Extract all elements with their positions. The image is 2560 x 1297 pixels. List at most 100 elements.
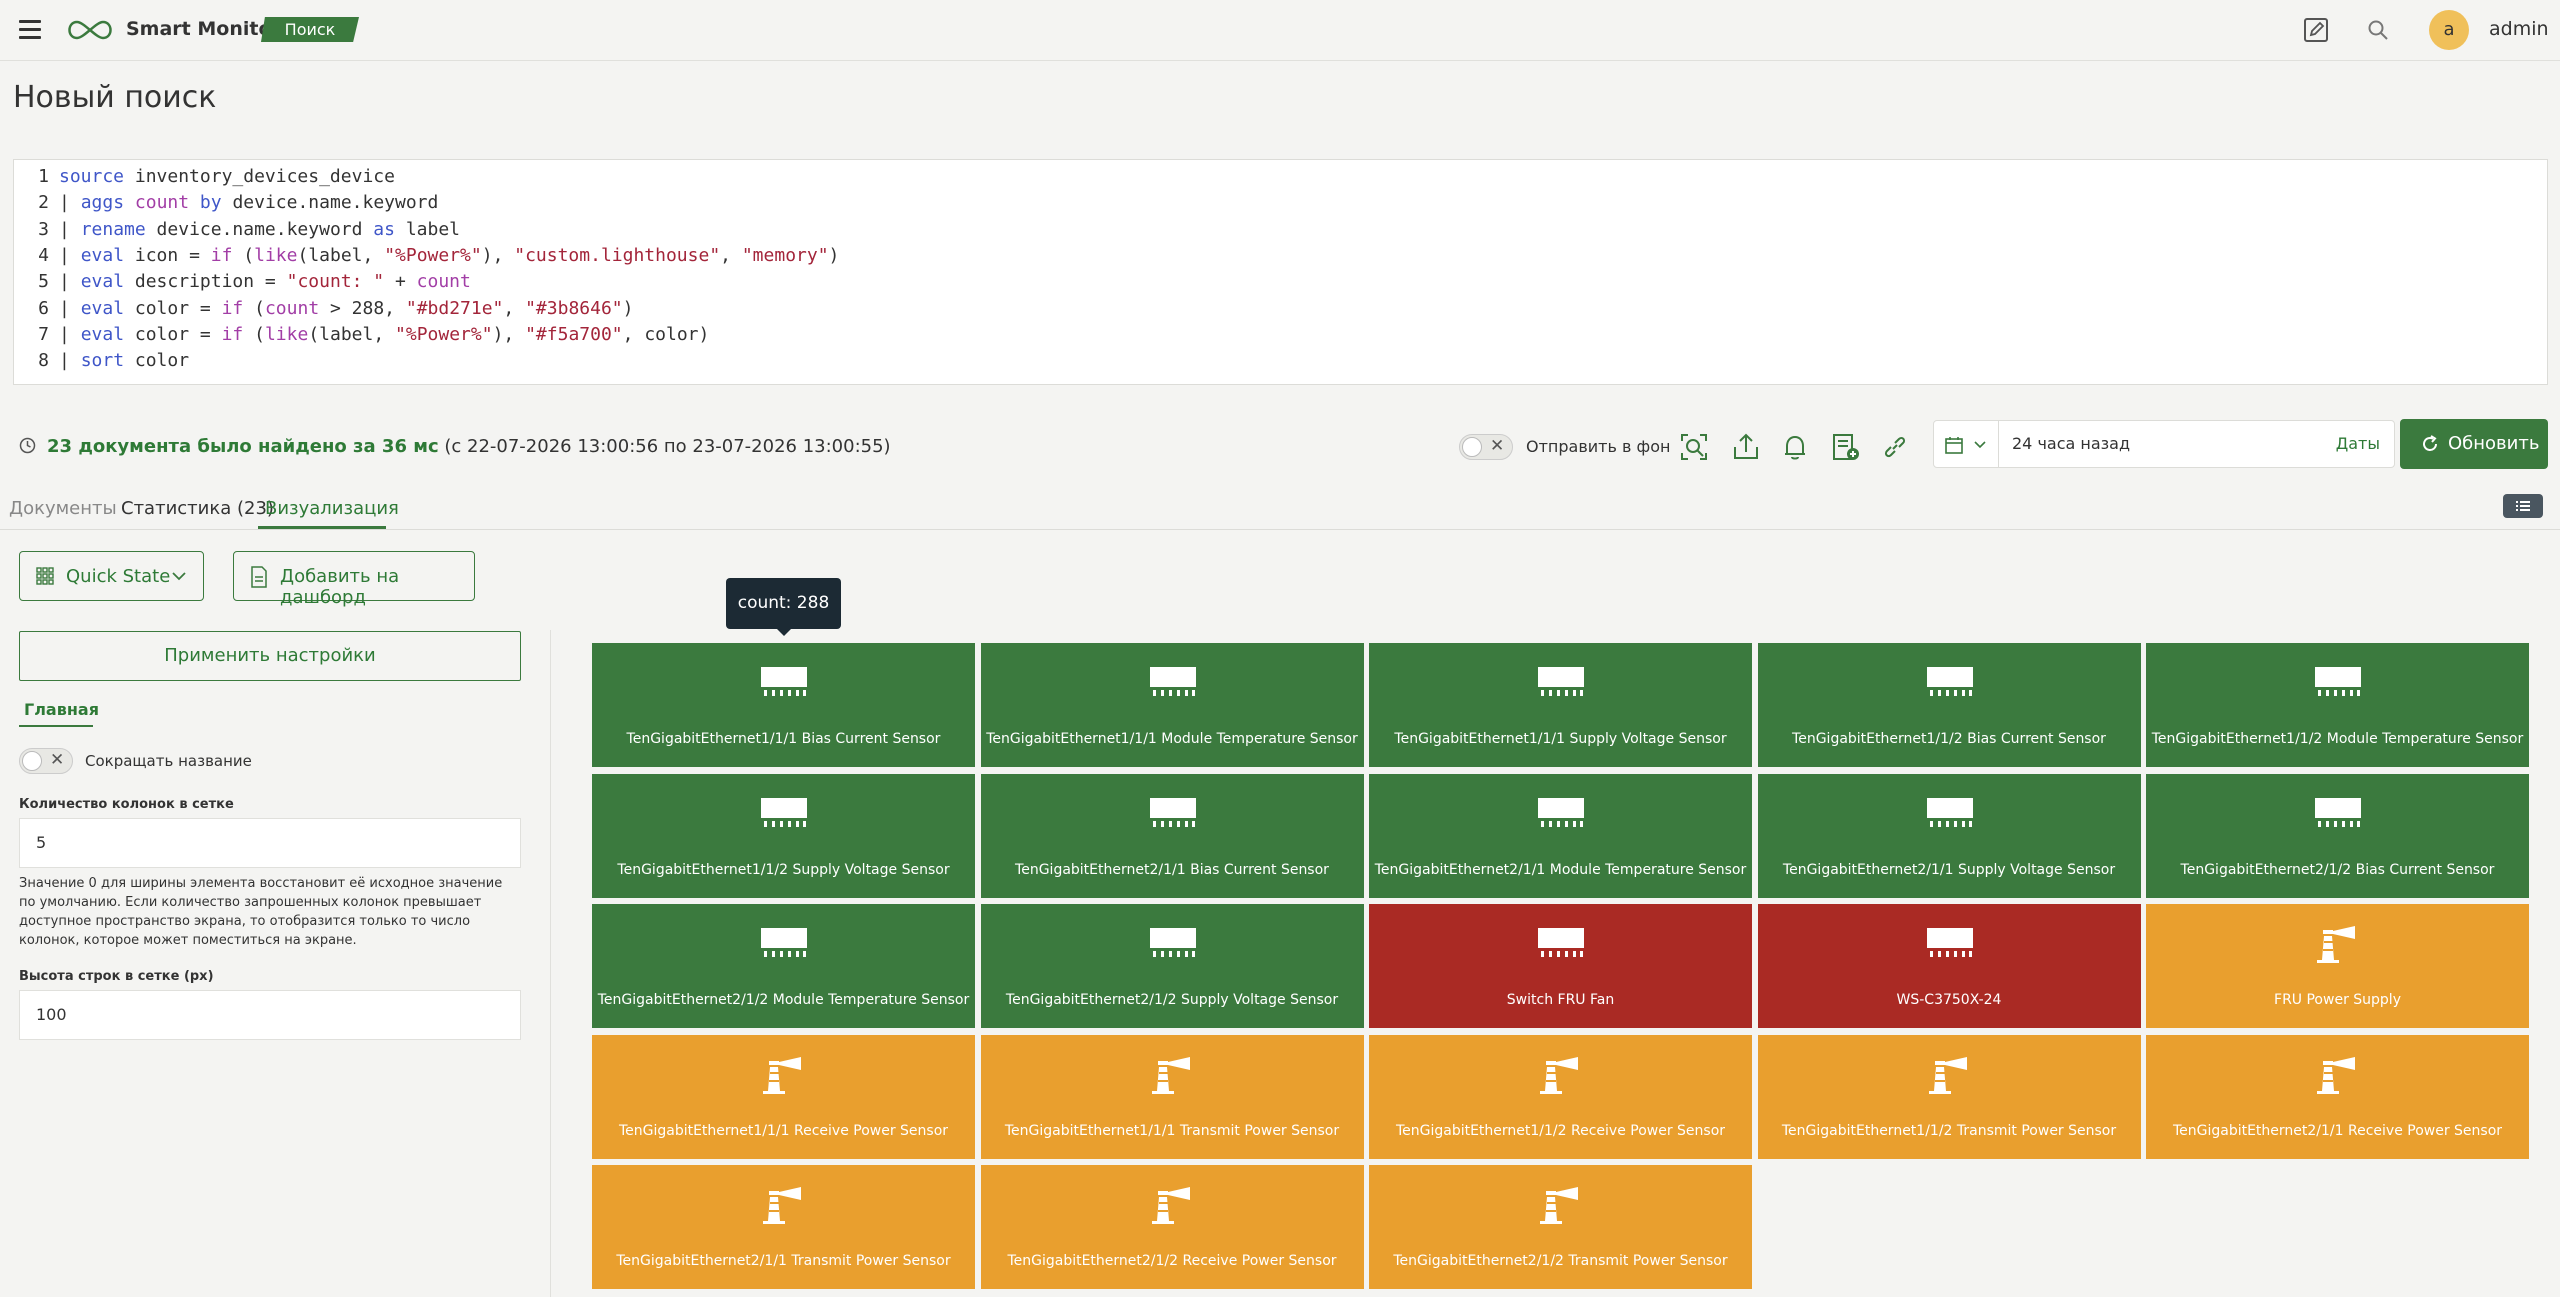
- memory-icon: [2315, 797, 2361, 827]
- code-token: if: [210, 244, 233, 266]
- state-tile[interactable]: Switch FRU Fan: [1369, 904, 1752, 1028]
- add-to-dashboard-button[interactable]: Добавить на дашборд: [233, 551, 475, 608]
- result-tabs: Документы Статистика (23) Визуализация: [0, 494, 2560, 530]
- query-editor[interactable]: 1 source inventory_devices_device 2 | aggs …: [13, 159, 2548, 385]
- state-tile[interactable]: TenGigabitEthernet2/1/2 Supply Voltage S…: [980, 904, 1364, 1028]
- username[interactable]: admin: [2489, 18, 2549, 40]
- state-tile[interactable]: TenGigabitEthernet1/1/2 Transmit Power S…: [1757, 1034, 2141, 1159]
- state-tile[interactable]: TenGigabitEthernet1/1/2 Module Temperatu…: [2146, 643, 2529, 767]
- memory-icon: [1926, 928, 1973, 957]
- memory-icon: [1926, 667, 1973, 696]
- tile-label: TenGigabitEthernet1/1/1 Bias Current Sen…: [626, 731, 941, 747]
- code-line[interactable]: 2 | aggs count by device.name.keyword: [14, 190, 438, 216]
- apply-settings-button[interactable]: Применить настройки: [19, 631, 521, 681]
- state-tile[interactable]: TenGigabitEthernet1/1/1 Supply Voltage S…: [1369, 643, 1752, 767]
- add-report-icon[interactable]: [1829, 431, 1861, 463]
- code-token: ),: [492, 323, 526, 345]
- state-tile[interactable]: TenGigabitEthernet2/1/2 Receive Power Se…: [980, 1165, 1364, 1289]
- background-label: Отправить в фон: [1526, 437, 1671, 456]
- bell-icon[interactable]: [1779, 431, 1811, 463]
- tab-main[interactable]: Главная: [24, 700, 99, 719]
- state-tile[interactable]: TenGigabitEthernet2/1/1 Transmit Power S…: [592, 1165, 975, 1289]
- lighthouse-icon: [2317, 926, 2355, 963]
- code-line[interactable]: 5 | eval description = "count: " + count: [14, 269, 471, 295]
- state-tile[interactable]: TenGigabitEthernet1/1/1 Module Temperatu…: [980, 643, 1364, 767]
- code-token: ,: [720, 244, 742, 266]
- memory-icon: [2315, 667, 2361, 696]
- search-status: 23 документа было найдено за 36 мс (с 22…: [47, 436, 891, 457]
- code-token: "%Power%": [395, 323, 493, 345]
- code-token: count: [264, 297, 320, 319]
- line-number: 2: [38, 192, 49, 214]
- row-height-input[interactable]: 100: [19, 990, 521, 1040]
- code-line[interactable]: 4 | eval icon = if (like(label, "%Power%"…: [14, 243, 839, 269]
- line-number: 1: [38, 166, 49, 187]
- refresh-button[interactable]: Обновить: [2400, 419, 2548, 469]
- code-token: by: [199, 192, 222, 214]
- state-tile[interactable]: TenGigabitEthernet2/1/2 Bias Current Sen…: [2146, 773, 2529, 898]
- columns-input[interactable]: 5: [19, 818, 521, 868]
- code-token: sort: [80, 350, 125, 372]
- state-tile[interactable]: TenGigabitEthernet2/1/1 Receive Power Se…: [2146, 1034, 2529, 1159]
- tab-documents[interactable]: Документы: [9, 498, 117, 519]
- lighthouse-icon: [1928, 1056, 1967, 1094]
- memory-icon: [1538, 797, 1584, 827]
- state-tile[interactable]: TenGigabitEthernet2/1/1 Supply Voltage S…: [1757, 773, 2141, 898]
- avatar[interactable]: a: [2429, 10, 2469, 50]
- visualization-type-select[interactable]: Quick State: [19, 551, 204, 601]
- edit-icon[interactable]: [2302, 16, 2330, 44]
- state-tile[interactable]: WS-C3750X-24: [1757, 904, 2141, 1028]
- state-tile[interactable]: TenGigabitEthernet1/1/2 Receive Power Se…: [1369, 1034, 1752, 1159]
- menu-icon[interactable]: [19, 20, 41, 40]
- code-token: (: [232, 244, 255, 266]
- state-tile[interactable]: TenGigabitEthernet1/1/1 Transmit Power S…: [980, 1034, 1364, 1159]
- state-tile[interactable]: TenGigabitEthernet1/1/1 Receive Power Se…: [592, 1034, 975, 1159]
- nav-search-badge[interactable]: Поиск: [261, 17, 359, 42]
- time-range-value[interactable]: 24 часа назад: [2012, 434, 2131, 453]
- tile-label: TenGigabitEthernet1/1/1 Receive Power Se…: [618, 1122, 949, 1139]
- code-token: "#3b8646": [525, 297, 623, 319]
- code-line[interactable]: 6 | eval color = if (count > 288, "#bd271…: [14, 296, 633, 322]
- state-tile[interactable]: TenGigabitEthernet2/1/1 Module Temperatu…: [1369, 773, 1752, 898]
- code-token: as: [373, 218, 395, 240]
- code-token: rename: [80, 218, 146, 240]
- state-tile[interactable]: TenGigabitEthernet2/1/2 Transmit Power S…: [1369, 1165, 1752, 1289]
- code-token: source: [59, 166, 125, 187]
- tile-label: TenGigabitEthernet2/1/1 Supply Voltage S…: [1782, 861, 2116, 878]
- code-token: (label,: [308, 323, 396, 345]
- state-tile[interactable]: FRU Power Supply: [2146, 904, 2529, 1028]
- lighthouse-icon: [1151, 1056, 1190, 1094]
- share-icon[interactable]: [1730, 431, 1762, 463]
- code-token: color =: [124, 297, 222, 319]
- code-token: eval: [80, 244, 125, 266]
- inspect-icon[interactable]: [1678, 431, 1710, 463]
- code-line[interactable]: 1 source inventory_devices_device: [14, 164, 395, 190]
- code-token: label: [394, 218, 461, 240]
- search-icon[interactable]: [2366, 18, 2390, 42]
- tab-visualization[interactable]: Визуализация: [265, 498, 399, 519]
- memory-icon: [1926, 797, 1973, 827]
- memory-icon: [761, 667, 807, 696]
- state-tile[interactable]: TenGigabitEthernet1/1/2 Supply Voltage S…: [592, 773, 975, 898]
- lighthouse-icon: [1540, 1056, 1578, 1094]
- state-tile[interactable]: TenGigabitEthernet2/1/1 Bias Current Sen…: [980, 773, 1364, 898]
- link-icon[interactable]: [1879, 431, 1911, 463]
- chevron-down-icon[interactable]: [1972, 435, 1988, 453]
- code-line[interactable]: 3 | rename device.name.keyword as label: [14, 217, 460, 243]
- code-token: aggs: [80, 192, 125, 214]
- code-line[interactable]: 8 | sort color: [14, 348, 189, 374]
- state-tile[interactable]: TenGigabitEthernet2/1/2 Module Temperatu…: [592, 904, 975, 1028]
- code-line[interactable]: 7 | eval color = if (like(label, "%Power%…: [14, 322, 709, 348]
- dates-link[interactable]: Даты: [2335, 434, 2380, 453]
- state-tile[interactable]: TenGigabitEthernet1/1/2 Bias Current Sen…: [1757, 643, 2141, 767]
- background-toggle[interactable]: ✕: [1459, 434, 1513, 460]
- time-picker[interactable]: 24 часа назад Даты: [1933, 420, 2395, 468]
- calendar-icon[interactable]: [1944, 435, 1964, 455]
- list-view-button[interactable]: [2503, 494, 2543, 518]
- tab-statistics[interactable]: Статистика (23): [121, 498, 274, 519]
- code-token: "custom.lighthouse": [514, 244, 721, 266]
- state-tile[interactable]: TenGigabitEthernet1/1/1 Bias Current Sen…: [592, 643, 975, 767]
- shorten-name-toggle[interactable]: ✕: [19, 748, 73, 774]
- lighthouse-icon: [1540, 1187, 1578, 1224]
- code-token: |: [59, 323, 81, 345]
